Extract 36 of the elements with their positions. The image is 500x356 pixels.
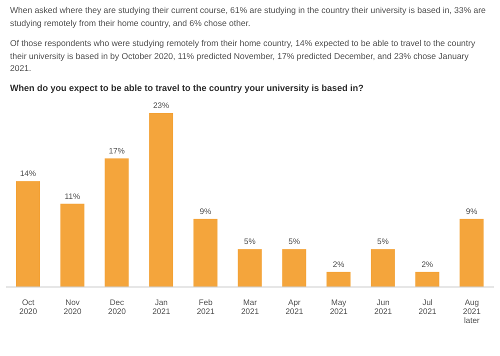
- x-tick-label: Jan 2021: [152, 298, 171, 316]
- text: Of those respondents who were studying remotely from their home country, 14% expected to be able to travel to the country their university is based in by October 2020, 11% predicted November, 17% predicted December, and 23% chose January 2021.: [10, 37, 476, 74]
- bar: [193, 218, 218, 286]
- data-label: 17%: [108, 146, 125, 155]
- bar: [238, 248, 262, 286]
- bar: [104, 158, 129, 286]
- bar: [149, 112, 174, 286]
- bar: [282, 248, 306, 286]
- x-tick-label: May 2021: [330, 298, 348, 316]
- x-tick-label: Jun 2021: [374, 298, 393, 316]
- x-tick-label: Mar 2021: [241, 298, 260, 316]
- x-tick-label: Apr 2021: [285, 298, 304, 316]
- data-label: 23%: [153, 100, 170, 110]
- bar: [370, 248, 395, 286]
- chart-title: When do you expect to be able to travel to the country your university is based in?: [9, 82, 365, 92]
- bar: [460, 218, 484, 286]
- x-tick-label: Jul 2021: [418, 298, 437, 316]
- data-label: 9%: [466, 206, 478, 216]
- data-label: 5%: [244, 236, 256, 246]
- data-label: 11%: [64, 191, 80, 200]
- bar: [326, 271, 351, 286]
- bar: [415, 271, 440, 286]
- bar: [60, 203, 84, 286]
- data-label: 5%: [377, 236, 389, 246]
- data-label: 5%: [288, 236, 300, 246]
- x-tick-label: Aug 2021 later: [462, 298, 482, 324]
- data-label: 14%: [20, 168, 36, 178]
- data-label: 9%: [200, 206, 212, 216]
- x-tick-label: Nov 2020: [64, 298, 82, 316]
- data-label: 2%: [332, 259, 344, 268]
- data-label: 2%: [421, 259, 434, 268]
- text: When asked where they are studying their current course, 61% are studying in the country their university is based in, 33% are studying remotely from their home country, and 6% chose other.: [10, 4, 487, 29]
- x-tick-label: Feb 2021: [196, 298, 216, 316]
- bar: [16, 180, 40, 286]
- x-tick-label: Dec 2020: [108, 298, 126, 316]
- x-tick-label: Oct 2020: [19, 298, 38, 316]
